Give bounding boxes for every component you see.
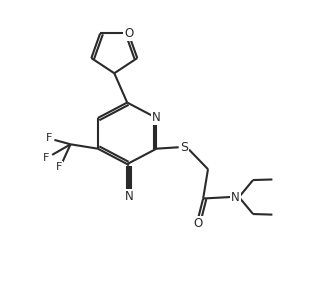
Text: S: S: [180, 141, 188, 154]
Text: N: N: [231, 190, 240, 204]
Text: N: N: [152, 111, 161, 125]
Text: O: O: [194, 217, 203, 230]
Text: F: F: [43, 153, 50, 163]
Text: F: F: [56, 162, 62, 172]
Text: N: N: [124, 190, 133, 203]
Text: F: F: [45, 133, 52, 144]
Text: O: O: [124, 27, 133, 40]
